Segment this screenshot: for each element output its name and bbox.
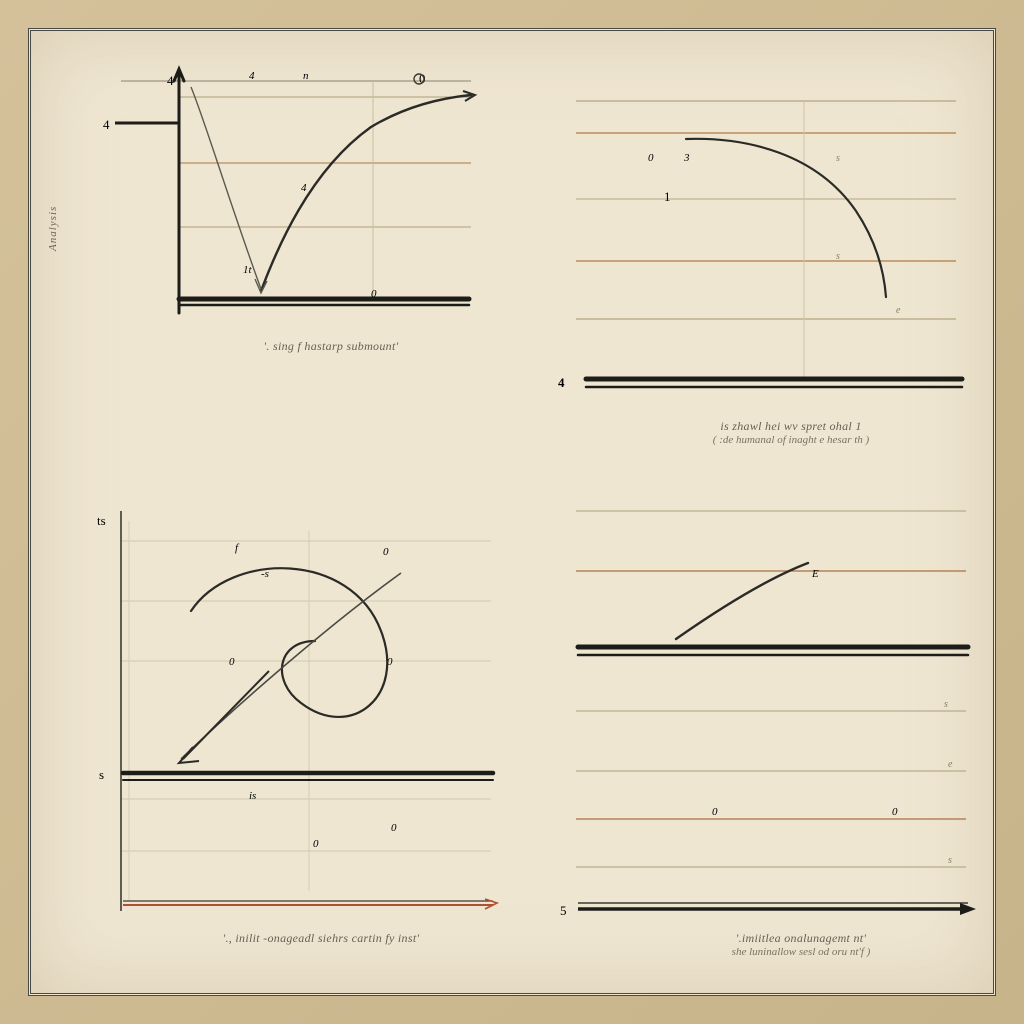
panel-tr-caption: is zhawl hei wv spret ohal 1 <box>621 419 961 434</box>
svg-text:1t: 1t <box>243 264 253 276</box>
svg-text:0: 0 <box>313 838 319 850</box>
panel-tl-caption: '. sing f hastarp submount' <box>181 339 481 354</box>
panel-top-left: 4 4 4 n 0 4 0 1t <box>71 41 491 351</box>
panel-br-caption-sub: she luninallow sesl od oru nt'f ) <box>631 946 971 958</box>
panel-br-caption: '.imiitlea onalunagemt nt' <box>631 931 971 946</box>
svg-text:4: 4 <box>249 70 255 82</box>
svg-text:s: s <box>944 699 948 710</box>
svg-text:f: f <box>235 542 240 554</box>
svg-text:n: n <box>303 70 309 82</box>
svg-text:4: 4 <box>301 182 307 194</box>
svg-text:s: s <box>836 153 840 164</box>
svg-text:0: 0 <box>892 806 898 818</box>
svg-text:4: 4 <box>558 375 565 390</box>
svg-text:0: 0 <box>383 546 389 558</box>
svg-text:4: 4 <box>167 73 174 88</box>
svg-text:0: 0 <box>712 806 718 818</box>
svg-text:1: 1 <box>664 189 671 204</box>
svg-text:ts: ts <box>97 513 106 528</box>
svg-text:is: is <box>249 790 256 802</box>
svg-text:0: 0 <box>229 656 235 668</box>
panel-top-right: 4 0 3 1 s s e <box>536 61 976 421</box>
svg-text:s: s <box>948 855 952 866</box>
panel-bottom-left: ts s f -s 0 0 0 is 0 0 <box>61 491 511 961</box>
svg-text:e: e <box>948 759 953 770</box>
svg-text:0: 0 <box>391 822 397 834</box>
page-frame: Analysis 4 4 4 n 0 4 <box>28 28 996 996</box>
panel-tr-caption-sub: ( :de humanal of inaght e hesar th ) <box>621 434 961 446</box>
sidebar-label: Analysis <box>47 206 59 251</box>
svg-text:e: e <box>896 305 901 316</box>
svg-text:E: E <box>811 568 819 580</box>
svg-text:0: 0 <box>648 152 654 164</box>
svg-text:4: 4 <box>103 117 110 132</box>
svg-text:0: 0 <box>371 288 377 300</box>
svg-text:s: s <box>836 251 840 262</box>
panel-bottom-right: 5 E 0 0 s e s <box>536 471 986 951</box>
svg-text:s: s <box>99 767 104 782</box>
panel-bl-caption: '., inilit -onageadl siehrs cartin fy in… <box>141 931 501 946</box>
svg-text:5: 5 <box>560 903 567 918</box>
svg-text:3: 3 <box>683 152 690 164</box>
